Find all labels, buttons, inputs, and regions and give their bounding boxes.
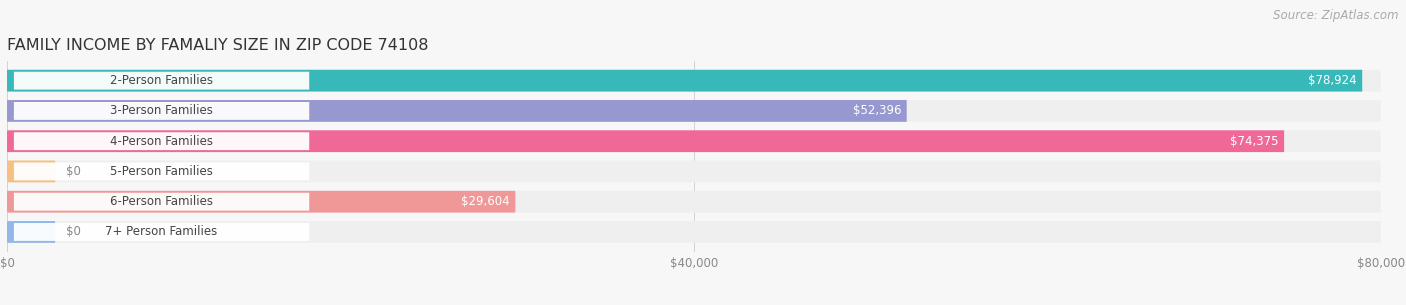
FancyBboxPatch shape	[7, 70, 1362, 92]
Text: FAMILY INCOME BY FAMALIY SIZE IN ZIP CODE 74108: FAMILY INCOME BY FAMALIY SIZE IN ZIP COD…	[7, 38, 429, 53]
Text: 7+ Person Families: 7+ Person Families	[105, 225, 218, 239]
FancyBboxPatch shape	[7, 100, 1381, 122]
Text: 4-Person Families: 4-Person Families	[110, 135, 214, 148]
FancyBboxPatch shape	[7, 70, 1381, 92]
FancyBboxPatch shape	[7, 100, 907, 122]
FancyBboxPatch shape	[7, 160, 55, 182]
FancyBboxPatch shape	[7, 221, 1381, 243]
Text: $52,396: $52,396	[852, 104, 901, 117]
FancyBboxPatch shape	[7, 130, 1284, 152]
FancyBboxPatch shape	[14, 72, 309, 90]
Text: $0: $0	[66, 225, 82, 239]
Text: $74,375: $74,375	[1230, 135, 1278, 148]
FancyBboxPatch shape	[14, 102, 309, 120]
Text: $29,604: $29,604	[461, 195, 510, 208]
FancyBboxPatch shape	[7, 191, 1381, 213]
Text: 6-Person Families: 6-Person Families	[110, 195, 214, 208]
Text: 5-Person Families: 5-Person Families	[110, 165, 212, 178]
FancyBboxPatch shape	[7, 221, 55, 243]
FancyBboxPatch shape	[14, 132, 309, 150]
FancyBboxPatch shape	[7, 130, 1381, 152]
FancyBboxPatch shape	[7, 191, 516, 213]
Text: 2-Person Families: 2-Person Families	[110, 74, 214, 87]
Text: $0: $0	[66, 165, 82, 178]
FancyBboxPatch shape	[7, 160, 1381, 182]
FancyBboxPatch shape	[14, 193, 309, 211]
FancyBboxPatch shape	[14, 223, 309, 241]
FancyBboxPatch shape	[14, 163, 309, 180]
Text: $78,924: $78,924	[1308, 74, 1357, 87]
Text: 3-Person Families: 3-Person Families	[110, 104, 212, 117]
Text: Source: ZipAtlas.com: Source: ZipAtlas.com	[1274, 9, 1399, 22]
